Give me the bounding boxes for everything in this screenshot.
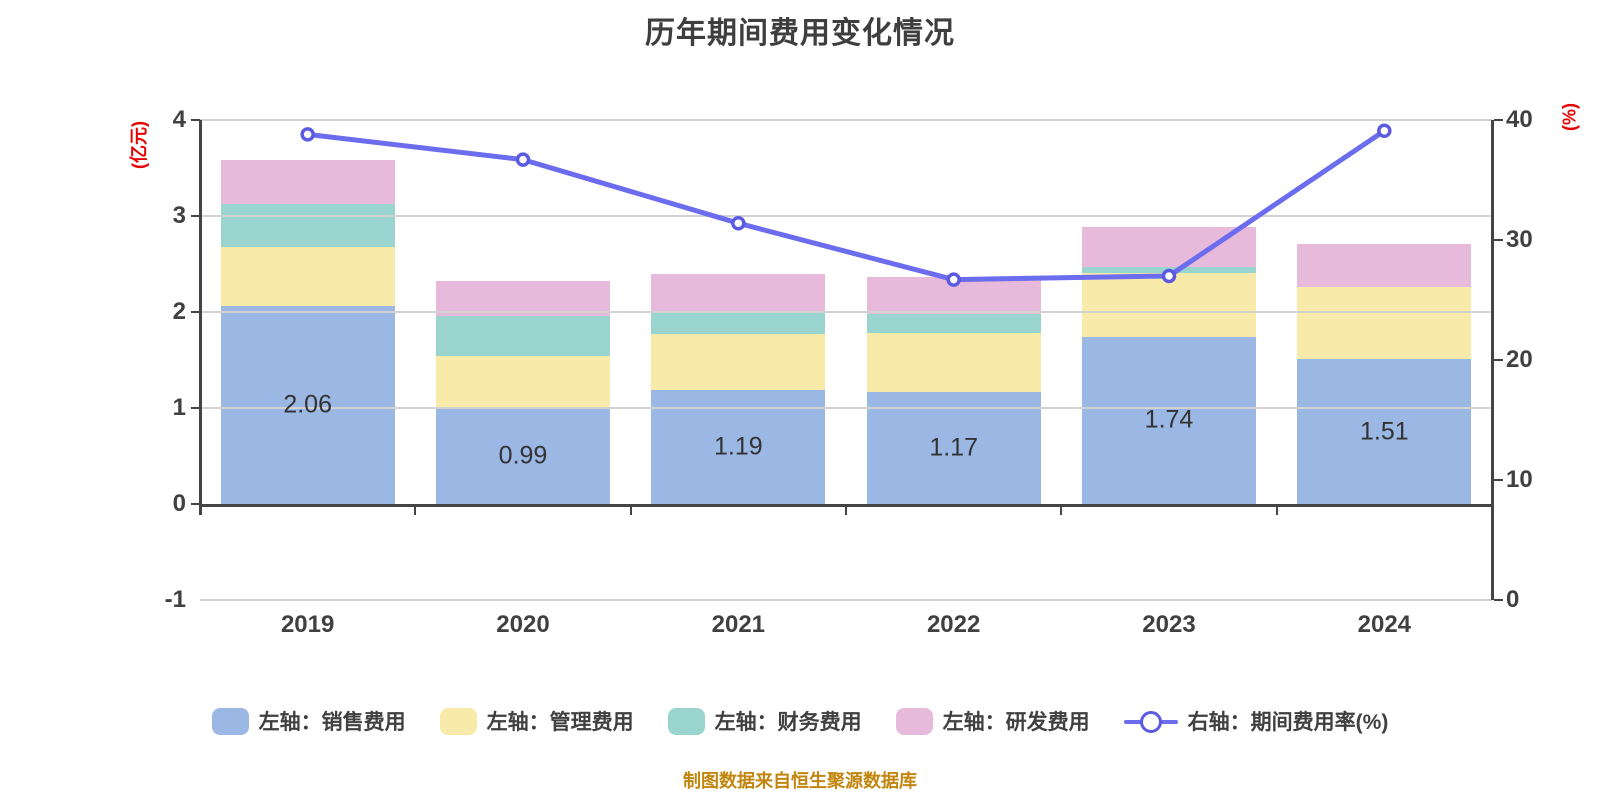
- left-axis-tick: [191, 503, 200, 505]
- bar-segment-rd-2023[interactable]: [1082, 226, 1256, 267]
- grid-line-y-1: [200, 599, 1492, 601]
- x-axis-label-2022: 2022: [926, 611, 981, 638]
- legend-item-rd[interactable]: 左轴：研发费用: [895, 706, 1090, 736]
- chart-title: 历年期间费用变化情况: [645, 17, 955, 50]
- right-axis-tick: [1494, 239, 1503, 241]
- bar-segment-sales-2024[interactable]: [1297, 359, 1472, 504]
- left-axis-tick-label-0: 0: [172, 490, 186, 517]
- x-axis-tick: [1275, 504, 1278, 515]
- grid-line-y1: [200, 407, 1492, 409]
- legend-label-admin: 左轴：管理费用: [486, 711, 634, 734]
- bar-segment-rd-2021[interactable]: [651, 273, 826, 312]
- bar-value-label-2020: 0.99: [498, 441, 548, 470]
- right-axis-tick-label-10: 10: [1506, 466, 1533, 493]
- x-axis-tick: [845, 504, 847, 515]
- grid-line-y3: [200, 215, 1492, 217]
- x-axis-label-2019: 2019: [280, 611, 335, 638]
- right-axis-tick-label-20: 20: [1506, 346, 1533, 373]
- bar-value-label-2019: 2.06: [283, 390, 332, 419]
- legend-label-rd: 左轴：研发费用: [942, 711, 1090, 734]
- left-axis-tick: [191, 311, 200, 313]
- rate-marker-2023[interactable]: [1161, 268, 1177, 284]
- bar-segment-sales-2023[interactable]: [1082, 336, 1256, 504]
- rate-marker-2020[interactable]: [515, 152, 531, 167]
- legend-item-rate[interactable]: 右轴：期间费用率(%): [1123, 706, 1389, 736]
- x-axis-label-2024: 2024: [1357, 611, 1412, 638]
- left-axis-line: [199, 120, 202, 515]
- legend-swatch-admin: [439, 707, 477, 735]
- x-axis-label-2020: 2020: [496, 611, 550, 638]
- left-axis-tick: [191, 119, 200, 121]
- left-axis-tick-label-2: 2: [172, 298, 186, 325]
- legend-swatch-sales: [211, 707, 249, 735]
- x-axis-tick: [414, 504, 417, 515]
- right-axis-tick: [1494, 599, 1503, 601]
- data-source-note: 制图数据来自恒生聚源数据库: [683, 771, 917, 791]
- rate-marker-2024[interactable]: [1377, 123, 1392, 139]
- bar-segment-admin-2022[interactable]: [866, 333, 1041, 392]
- bar-value-label-2022: 1.17: [929, 433, 978, 462]
- bar-segment-rd-2024[interactable]: [1297, 243, 1472, 288]
- bar-segment-finance-2020[interactable]: [436, 315, 610, 357]
- x-axis-tick: [1060, 504, 1063, 515]
- rate-line: [305, 128, 1387, 283]
- left-axis-tick-label--1: -1: [164, 586, 186, 613]
- legend-item-sales[interactable]: 左轴：销售费用: [211, 706, 406, 736]
- right-axis-line: [1491, 120, 1494, 600]
- x-axis-label-2021: 2021: [711, 611, 766, 638]
- legend-label-sales: 左轴：销售费用: [258, 711, 406, 734]
- legend: 左轴：销售费用 左轴：管理费用 左轴：财务费用 左轴：研发费用 右轴：期间费用率(%): [0, 706, 1600, 736]
- legend-swatch-rd: [895, 707, 933, 735]
- legend-swatch-finance: [667, 707, 705, 735]
- bar-value-label-2021: 1.19: [713, 432, 763, 461]
- legend-line-marker: [1123, 708, 1178, 735]
- legend-label-rate: 右轴：期间费用率(%): [1187, 711, 1389, 734]
- bar-segment-sales-2020[interactable]: [436, 408, 610, 504]
- bar-value-label-2024: 1.51: [1359, 417, 1409, 446]
- bar-segment-admin-2024[interactable]: [1297, 287, 1472, 360]
- legend-item-admin[interactable]: 左轴：管理费用: [439, 706, 634, 736]
- legend-label-finance: 左轴：财务费用: [714, 711, 862, 734]
- bar-segment-finance-2021[interactable]: [651, 312, 826, 335]
- bar-segment-finance-2019[interactable]: [220, 203, 395, 247]
- grid-line-y2: [200, 311, 1492, 313]
- left-axis-tick-label-1: 1: [172, 394, 186, 421]
- left-axis-tick-label-3: 3: [172, 202, 186, 229]
- bar-segment-admin-2019[interactable]: [220, 246, 395, 307]
- x-axis-tick: [629, 504, 632, 515]
- bar-segment-finance-2022[interactable]: [866, 313, 1041, 334]
- right-axis-tick: [1494, 479, 1503, 481]
- left-axis-tick: [191, 407, 200, 409]
- bar-segment-admin-2020[interactable]: [436, 356, 610, 409]
- bar-segment-sales-2022[interactable]: [866, 391, 1041, 504]
- legend-line-dot: [1139, 710, 1162, 733]
- bar-segment-rd-2020[interactable]: [436, 281, 610, 316]
- bar-segment-sales-2019[interactable]: [220, 306, 395, 504]
- grid-line-y4: [200, 119, 1492, 121]
- rate-marker-2022[interactable]: [946, 272, 961, 287]
- right-axis-tick-label-30: 30: [1506, 226, 1533, 253]
- right-axis-tick-label-0: 0: [1506, 586, 1520, 613]
- bar-segment-admin-2023[interactable]: [1082, 272, 1256, 337]
- right-axis-tick-label-40: 40: [1506, 106, 1533, 133]
- x-axis-label-2023: 2023: [1142, 611, 1196, 638]
- bar-segment-admin-2021[interactable]: [651, 334, 826, 390]
- bar-segment-rd-2019[interactable]: [220, 160, 395, 204]
- bar-value-label-2023: 1.74: [1144, 405, 1194, 434]
- legend-item-finance[interactable]: 左轴：财务费用: [667, 706, 862, 736]
- rate-marker-2019[interactable]: [300, 127, 315, 142]
- right-axis-tick: [1494, 119, 1503, 121]
- left-axis-tick: [191, 215, 200, 217]
- rate-marker-2021[interactable]: [731, 215, 746, 231]
- left-axis-tick-label-4: 4: [172, 106, 186, 133]
- right-axis-tick: [1494, 359, 1503, 361]
